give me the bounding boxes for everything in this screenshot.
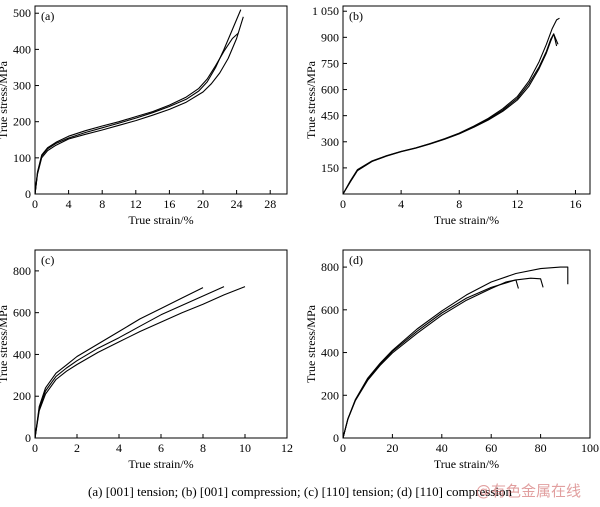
y-tick-label: 750 — [321, 56, 339, 70]
x-tick-label: 0 — [32, 197, 38, 211]
x-tick-label: 20 — [386, 441, 398, 455]
y-tick-label: 400 — [13, 347, 31, 361]
x-tick-label: 24 — [231, 197, 243, 211]
series-line — [342, 266, 569, 439]
x-tick-label: 2 — [74, 441, 80, 455]
x-tick-label: 12 — [511, 197, 523, 211]
x-tick-label: 12 — [281, 441, 293, 455]
y-tick-label: 200 — [13, 389, 31, 403]
y-axis-label: True stress/MPa — [0, 60, 10, 139]
x-tick-label: 12 — [130, 197, 142, 211]
series-line — [34, 16, 244, 195]
series-line — [342, 33, 559, 195]
plot-frame — [342, 5, 591, 195]
y-tick-label: 200 — [13, 115, 31, 129]
x-tick-label: 16 — [163, 197, 175, 211]
x-tick-label: 0 — [32, 441, 38, 455]
x-tick-label: 4 — [398, 197, 404, 211]
x-tick-label: 6 — [158, 441, 164, 455]
panel-label: (d) — [349, 253, 363, 267]
series-line — [34, 9, 242, 195]
series-line — [342, 279, 519, 439]
y-tick-label: 0 — [25, 431, 31, 445]
series-line — [34, 32, 239, 195]
series-line — [342, 277, 544, 439]
x-tick-label: 40 — [436, 441, 448, 455]
series-line — [34, 287, 204, 439]
panel-label: (a) — [41, 9, 54, 23]
x-tick-label: 20 — [197, 197, 209, 211]
x-tick-label: 4 — [66, 197, 72, 211]
plot-frame — [34, 5, 288, 195]
y-tick-label: 0 — [333, 431, 339, 445]
panel-b: 0 4 8 12 16 150 300 450 600 750 900 1 050 True strai… — [304, 4, 591, 227]
series-line — [342, 33, 558, 195]
x-tick-label: 8 — [456, 197, 462, 211]
y-tick-label: 400 — [13, 42, 31, 56]
x-tick-label: 100 — [581, 441, 599, 455]
x-axis-label: True strain/% — [128, 213, 193, 227]
x-tick-label: 4 — [116, 441, 122, 455]
x-tick-label: 0 — [340, 197, 346, 211]
x-tick-label: 8 — [99, 197, 105, 211]
y-tick-label: 800 — [321, 260, 339, 274]
figure-caption: (a) [001] tension; (b) [001] compression… — [88, 484, 512, 499]
panel-c: 0 2 4 6 8 10 12 0 200 400 600 800 True strain/% True … — [0, 249, 293, 471]
y-tick-label: 600 — [13, 306, 31, 320]
panel-a: 0 4 8 12 16 20 24 28 0 100 200 300 400 500 True strain… — [0, 5, 288, 227]
y-tick-label: 600 — [321, 303, 339, 317]
panel-d: 0 20 40 60 80 100 0 200 400 600 800 True strain/% Tr… — [304, 249, 599, 471]
series-line — [34, 286, 246, 439]
plot-frame — [342, 249, 591, 439]
x-tick-label: 80 — [535, 441, 547, 455]
x-axis-label: True strain/% — [434, 457, 499, 471]
series-line — [34, 286, 225, 439]
x-tick-label: 28 — [264, 197, 276, 211]
x-tick-label: 10 — [239, 441, 251, 455]
panel-label: (b) — [349, 9, 363, 23]
y-tick-label: 800 — [13, 264, 31, 278]
x-tick-label: 0 — [340, 441, 346, 455]
y-tick-label: 500 — [13, 6, 31, 20]
y-tick-label: 450 — [321, 109, 339, 123]
x-tick-label: 60 — [485, 441, 497, 455]
x-tick-label: 8 — [200, 441, 206, 455]
y-tick-label: 200 — [321, 388, 339, 402]
y-tick-label: 400 — [321, 346, 339, 360]
panel-label: (c) — [41, 253, 54, 267]
y-tick-label: 100 — [13, 151, 31, 165]
x-axis-label: True strain/% — [128, 457, 193, 471]
series-line — [342, 17, 560, 195]
y-tick-label: 150 — [321, 161, 339, 175]
x-axis-label: True strain/% — [434, 213, 499, 227]
y-tick-label: 1 050 — [312, 4, 339, 18]
y-tick-label: 300 — [321, 135, 339, 149]
y-axis-label: True stress/MPa — [0, 304, 10, 383]
plot-frame — [34, 249, 288, 439]
y-tick-label: 600 — [321, 83, 339, 97]
y-tick-label: 0 — [25, 187, 31, 201]
y-tick-label: 300 — [13, 79, 31, 93]
y-axis-label: True stress/MPa — [304, 304, 318, 383]
x-tick-label: 16 — [569, 197, 581, 211]
y-axis-label: True stress/MPa — [304, 60, 318, 139]
watermark: @有色金属在线 — [476, 482, 582, 500]
y-tick-label: 900 — [321, 30, 339, 44]
